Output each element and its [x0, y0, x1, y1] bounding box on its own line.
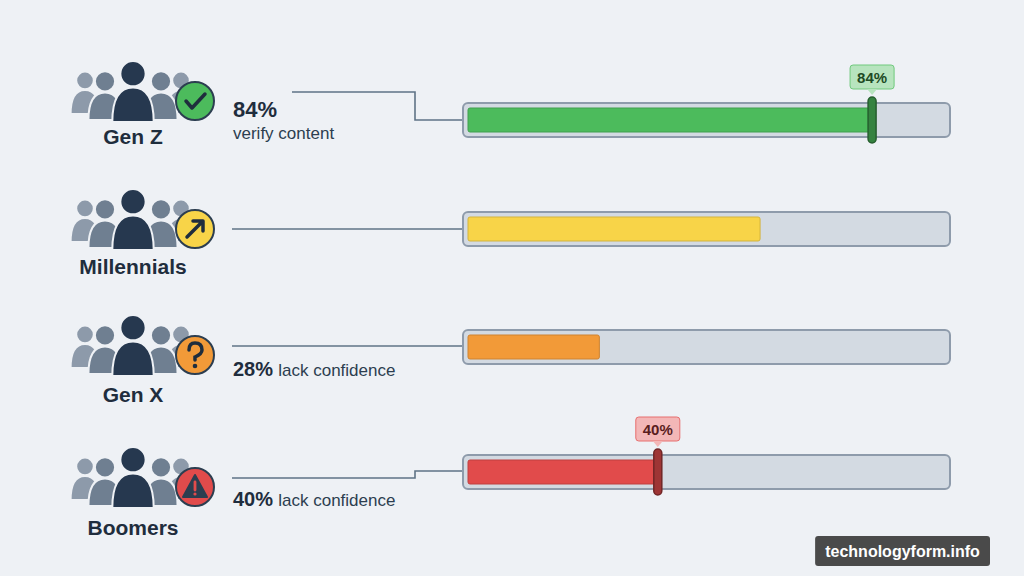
person-head	[151, 457, 171, 477]
warning-bar	[194, 482, 197, 490]
badge	[176, 82, 214, 120]
question-icon	[189, 343, 202, 360]
callout-pointer	[653, 441, 663, 447]
bar-group	[468, 217, 760, 241]
person-head	[76, 458, 94, 476]
value-label: 28%	[233, 358, 273, 380]
person-icon	[112, 447, 153, 508]
badge-circle	[176, 336, 214, 374]
bar	[468, 217, 760, 241]
category-label: Boomers	[87, 516, 178, 539]
person-body	[112, 88, 153, 123]
group-icon	[71, 315, 196, 376]
bar-group	[468, 449, 662, 495]
value-marker	[868, 97, 876, 143]
person-body	[112, 216, 153, 251]
source-box	[815, 536, 990, 566]
person-head	[151, 325, 171, 345]
callout: 40%	[636, 417, 680, 447]
callout-pointer	[867, 89, 877, 95]
badge	[176, 468, 214, 506]
bar	[468, 460, 658, 484]
person-body	[112, 342, 153, 377]
connector-line	[232, 228, 463, 230]
group-icon	[71, 189, 196, 250]
warning-dot	[193, 492, 196, 495]
badge	[176, 210, 214, 248]
connector-line	[232, 471, 463, 478]
check-icon	[186, 94, 205, 108]
value-label: 40%	[233, 488, 273, 510]
person-icon	[112, 315, 153, 376]
bar-track	[463, 212, 950, 246]
bar	[468, 108, 872, 132]
row: Boomers 40% lack confidence 40%	[71, 417, 950, 539]
callout-box	[850, 65, 894, 89]
question-dot	[193, 364, 198, 369]
group-icon	[71, 61, 196, 122]
category-label: Millennials	[79, 255, 186, 278]
person-head	[95, 71, 115, 91]
callout-box	[636, 417, 680, 441]
person-head	[151, 71, 171, 91]
value-marker	[654, 449, 662, 495]
description-label: verify content	[233, 124, 334, 143]
group-icon	[71, 447, 196, 508]
badge-circle	[176, 468, 214, 506]
person-body	[112, 474, 153, 509]
description-label: lack confidence	[278, 361, 395, 380]
person-head	[76, 200, 94, 218]
row: Gen Z 84% verify content 84%	[71, 61, 950, 148]
person-head	[95, 457, 115, 477]
person-icon	[112, 189, 153, 250]
bar-track	[463, 330, 950, 364]
person-icon	[112, 61, 153, 122]
person-head	[95, 325, 115, 345]
person-head	[120, 61, 145, 86]
badge-circle	[176, 82, 214, 120]
category-label: Gen X	[103, 383, 164, 406]
person-head	[76, 326, 94, 344]
callout: 84%	[850, 65, 894, 95]
person-head	[120, 447, 145, 472]
bar-track	[463, 103, 950, 137]
callout-label: 84%	[857, 69, 887, 86]
description-label: lack confidence	[278, 491, 395, 510]
source-label: technologyform.info	[825, 543, 980, 560]
bar	[468, 335, 599, 359]
person-head	[120, 315, 145, 340]
person-head	[76, 72, 94, 90]
bar-group	[468, 335, 599, 359]
callout-label: 40%	[643, 421, 673, 438]
row: Millennials	[71, 189, 950, 278]
value-label: 84%	[233, 97, 277, 122]
arrow-icon	[187, 221, 203, 237]
bar-group	[468, 97, 876, 143]
badge	[176, 336, 214, 374]
chart: Gen Z 84% verify content 84% Millennials Gen …	[0, 0, 1024, 576]
person-head	[151, 199, 171, 219]
category-label: Gen Z	[103, 125, 163, 148]
person-head	[120, 189, 145, 214]
person-head	[95, 199, 115, 219]
warning-icon	[183, 475, 207, 497]
badge-circle	[176, 210, 214, 248]
connector-line	[292, 92, 463, 120]
background	[0, 0, 1024, 576]
bar-track	[463, 455, 950, 489]
source: technologyform.info	[815, 536, 990, 566]
row: Gen X 28% lack confidence	[71, 315, 950, 406]
connector-line	[232, 345, 463, 347]
